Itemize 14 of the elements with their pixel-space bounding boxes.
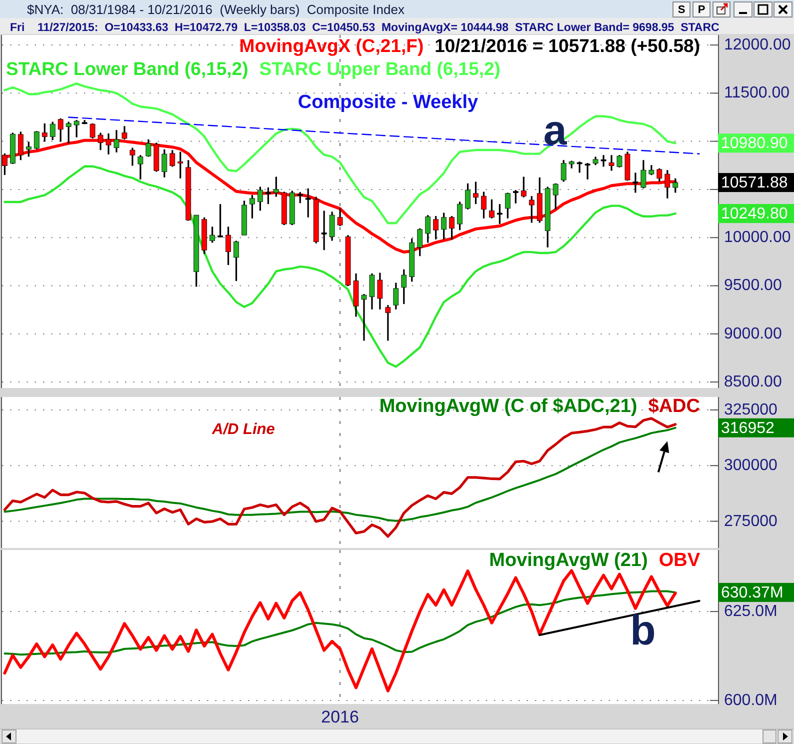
y-tick-label: 625.0M xyxy=(724,603,778,620)
y-tick-label: 600.0M xyxy=(724,692,778,709)
x-tick-label: 2016 xyxy=(321,708,359,726)
y-tick-label: 300000 xyxy=(724,457,778,474)
y-tick-label: 275000 xyxy=(724,512,778,530)
series-label: OBV xyxy=(658,550,700,571)
series-label: $ADC xyxy=(648,396,700,417)
y-tick-label: 325000 xyxy=(724,401,778,418)
text: A/D Line xyxy=(211,421,276,438)
text: 316952 xyxy=(721,420,774,437)
series-label: MovingAvgW (C of $ADC,21) xyxy=(379,396,638,417)
text: 630.37M xyxy=(721,584,784,602)
annotation: b xyxy=(630,606,656,654)
series-label: MovingAvgW (21) xyxy=(489,550,648,571)
